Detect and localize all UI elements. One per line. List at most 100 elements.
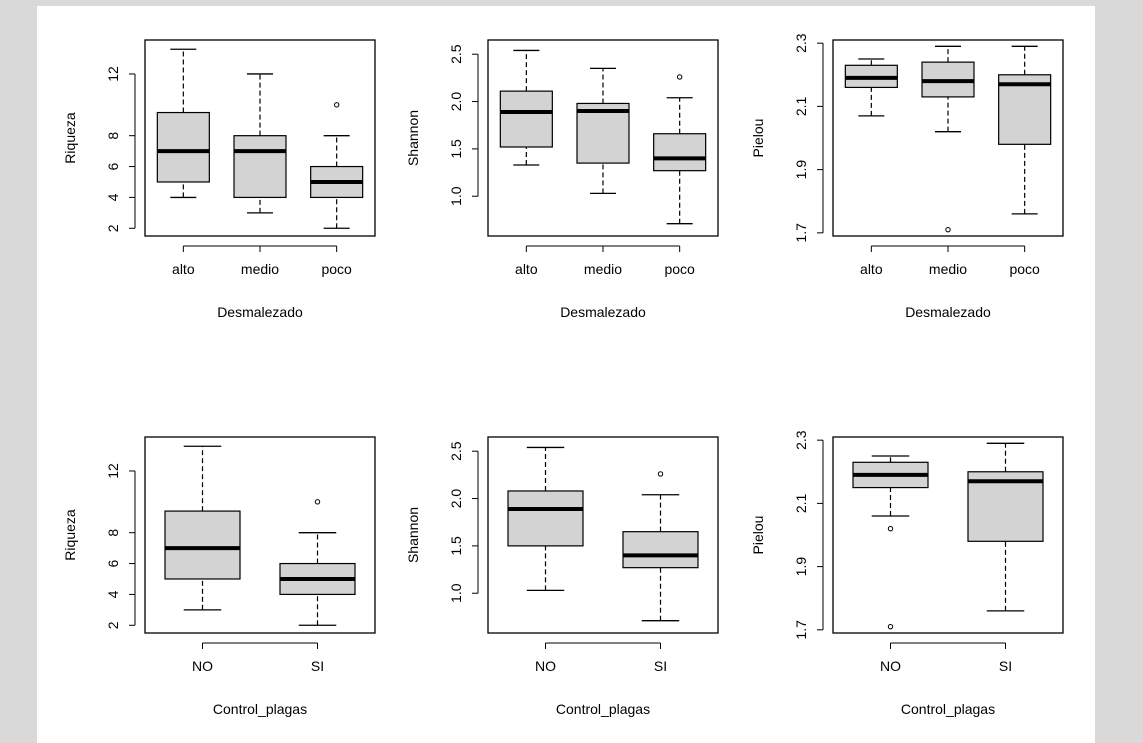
x-tick-label: poco	[664, 261, 695, 277]
x-tick-label: poco	[321, 261, 352, 277]
x-tick-label: medio	[929, 261, 967, 277]
plot-area	[37, 6, 1095, 743]
right-frame-bar	[1095, 0, 1143, 743]
y-axis-title: Pielou	[750, 516, 766, 555]
plot-border	[487, 436, 719, 634]
boxplot-panel-2: 1.0 1.5 2.0 2.5 alto medio poco Desmalezado Shan…	[405, 39, 719, 320]
boxplot-panel-5: 1.0 1.5 2.0 2.5 NO SI Control_plagas Shannon	[405, 436, 719, 717]
plot-border	[487, 39, 719, 237]
x-tick-label: NO	[880, 658, 901, 674]
y-tick-label: 2	[105, 621, 121, 629]
outlier-point	[676, 74, 683, 80]
outlier-point	[657, 471, 664, 477]
box-SI	[279, 499, 356, 626]
outlier-point	[333, 102, 340, 108]
box-SI	[967, 442, 1044, 612]
y-tick-label: 1.5	[448, 536, 464, 556]
y-tick-label: 1.9	[793, 160, 809, 180]
iqr-box	[499, 90, 553, 148]
x-tick-label: medio	[241, 261, 279, 277]
box-SI	[622, 471, 699, 622]
y-tick-label: 1.0	[448, 186, 464, 206]
y-tick-label: 6	[105, 162, 121, 170]
box-medio	[576, 67, 630, 195]
box-medio	[233, 73, 287, 214]
y-axis-title: Riqueza	[62, 509, 78, 561]
y-tick-label: 2.0	[448, 92, 464, 112]
iqr-box	[998, 74, 1052, 145]
iqr-box	[156, 111, 210, 183]
plot-border	[832, 39, 1064, 237]
boxplot-panel-6: 1.7 1.9 2.1 2.3 NO SI Control_plagas Pielou	[750, 430, 1064, 717]
x-axis-title: Desmalezado	[560, 304, 646, 320]
x-axis-title: Desmalezado	[217, 304, 303, 320]
y-axis-title: Shannon	[405, 507, 421, 563]
y-tick-label: 12	[105, 66, 121, 82]
iqr-box	[967, 471, 1044, 542]
x-tick-label: alto	[515, 261, 538, 277]
box-alto	[156, 48, 210, 199]
box-poco	[998, 45, 1052, 215]
left-frame-bar	[0, 0, 37, 743]
y-tick-label: 1.7	[793, 223, 809, 243]
y-tick-label: 2.0	[448, 489, 464, 509]
x-tick-label: NO	[535, 658, 556, 674]
y-tick-label: 1.9	[793, 557, 809, 577]
y-tick-label: 2	[105, 224, 121, 232]
y-tick-label: 2.5	[448, 441, 464, 461]
y-tick-label: 1.5	[448, 139, 464, 159]
x-tick-label: NO	[192, 658, 213, 674]
y-tick-label: 12	[105, 463, 121, 479]
x-axis-title: Control_plagas	[213, 701, 307, 717]
y-tick-label: 2.3	[793, 430, 809, 450]
y-tick-label: 1.7	[793, 620, 809, 640]
iqr-box	[653, 133, 707, 172]
x-axis-title: Control_plagas	[901, 701, 995, 717]
iqr-box	[164, 510, 241, 580]
plot-border	[144, 39, 376, 237]
plot-border	[144, 436, 376, 634]
y-axis-title: Riqueza	[62, 112, 78, 164]
box-NO	[507, 446, 584, 592]
boxplot-panel-3: 1.7 1.9 2.1 2.3 alto medio poco Desmalezado Piel…	[750, 33, 1064, 320]
box-medio	[921, 45, 975, 233]
top-frame-bar	[0, 0, 1143, 6]
y-axis-title: Shannon	[405, 110, 421, 166]
iqr-box	[622, 531, 699, 569]
outlier-point	[887, 525, 894, 532]
outlier-point	[945, 226, 951, 233]
iqr-box	[233, 135, 287, 199]
y-tick-label: 2.1	[793, 493, 809, 513]
x-tick-label: SI	[654, 658, 667, 674]
box-alto	[844, 58, 898, 117]
y-tick-label: 8	[105, 132, 121, 140]
plot-border	[832, 436, 1064, 634]
box-poco	[310, 102, 364, 229]
y-tick-label: 1.0	[448, 583, 464, 603]
x-tick-label: alto	[860, 261, 883, 277]
x-tick-label: poco	[1009, 261, 1040, 277]
y-tick-label: 2.1	[793, 96, 809, 116]
x-tick-label: SI	[999, 658, 1012, 674]
box-NO	[164, 445, 241, 611]
outlier-point	[314, 499, 321, 505]
y-tick-label: 8	[105, 529, 121, 537]
y-axis-title: Pielou	[750, 119, 766, 158]
y-tick-label: 4	[105, 193, 121, 201]
x-tick-label: SI	[311, 658, 324, 674]
y-tick-label: 2.3	[793, 33, 809, 53]
x-axis-title: Desmalezado	[905, 304, 991, 320]
boxplot-panel-1: 2 4 6 8 12 alto medio poco Desmalezado Riqueza	[62, 39, 376, 320]
y-tick-label: 4	[105, 590, 121, 598]
boxplot-panel-4: 2 4 6 8 12 NO SI Control_plagas Riqueza	[62, 436, 376, 717]
box-NO	[852, 455, 929, 630]
outlier-point	[887, 623, 894, 630]
box-poco	[653, 74, 707, 225]
y-tick-label: 6	[105, 559, 121, 567]
iqr-box	[507, 490, 584, 547]
x-tick-label: alto	[172, 261, 195, 277]
x-axis-title: Control_plagas	[556, 701, 650, 717]
x-tick-label: medio	[584, 261, 622, 277]
